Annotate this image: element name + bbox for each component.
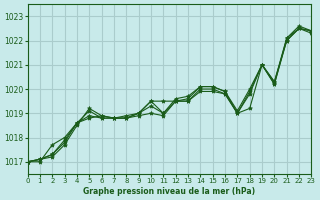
X-axis label: Graphe pression niveau de la mer (hPa): Graphe pression niveau de la mer (hPa) [84, 187, 256, 196]
